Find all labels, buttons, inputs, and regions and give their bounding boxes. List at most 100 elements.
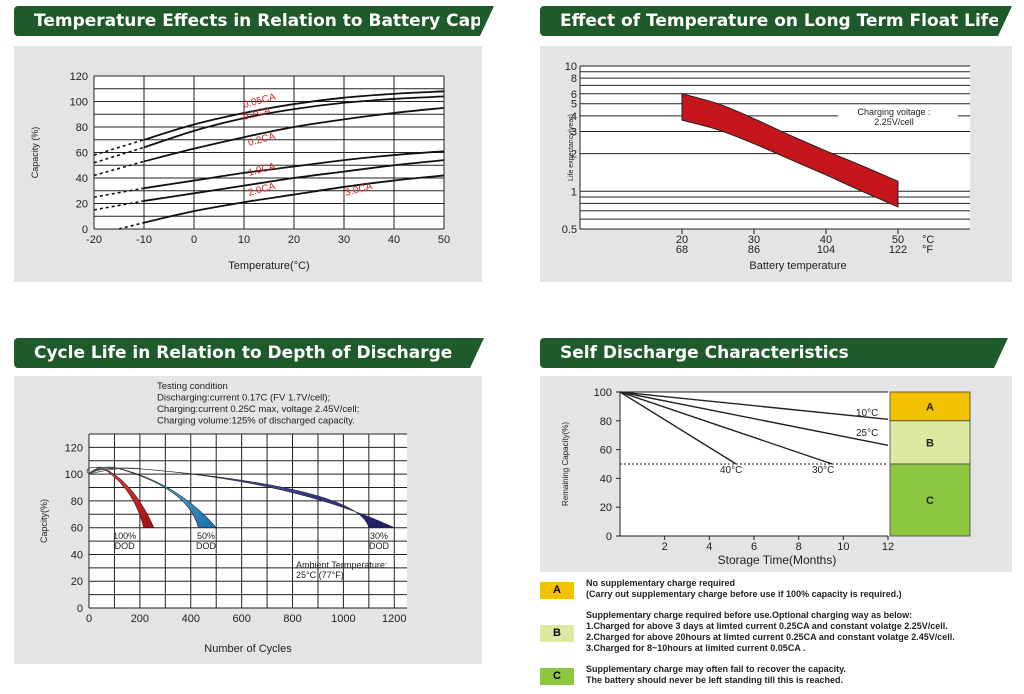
dod-label-unit: DOD xyxy=(196,541,217,551)
y-tick-label: 80 xyxy=(71,496,83,508)
testing-condition-line: Testing condition xyxy=(157,381,228,392)
x-tick-label: 40 xyxy=(388,234,400,246)
dod-label-value: 30% xyxy=(370,531,388,541)
cycle-curve-rise xyxy=(86,466,102,475)
y-axis-label: Capcity(%) xyxy=(39,499,49,543)
x-tick-label: 600 xyxy=(232,613,250,625)
x-tick-label: 50 xyxy=(438,234,450,246)
y-tick-label: 8 xyxy=(571,73,577,85)
y-tick-label: 2 xyxy=(571,149,577,161)
ambient-temperature-label: Ambient Termperature: xyxy=(296,560,387,570)
legend-text-a: No supplementary charge required (Carry … xyxy=(586,578,902,599)
cycle-life-chart-title-banner: Cycle Life in Relation to Depth of Disch… xyxy=(14,338,484,368)
x-tick-label-celsius: 30 xyxy=(748,234,760,246)
dod-label-value: 50% xyxy=(197,531,215,541)
x-tick-label: 200 xyxy=(131,613,149,625)
unit-fahrenheit: °F xyxy=(922,244,933,256)
legend-key-c: C xyxy=(540,668,574,685)
cycle-curve-rise xyxy=(88,467,140,475)
self-discharge-line-25°C xyxy=(619,391,889,446)
y-tick-label: 0 xyxy=(606,531,612,543)
x-tick-label: 6 xyxy=(751,541,757,553)
y-tick-label: 100 xyxy=(594,387,612,399)
capacity-curve-0.05CA xyxy=(143,90,445,141)
x-tick-label: 0 xyxy=(191,234,197,246)
x-tick-label: 20 xyxy=(288,234,300,246)
y-tick-label: 0 xyxy=(77,603,83,615)
x-tick-label: 0 xyxy=(86,613,92,625)
self-discharge-line-40°C xyxy=(619,391,737,465)
capacity-curve-extrapolated xyxy=(93,187,145,198)
y-tick-label: 20 xyxy=(600,502,612,514)
self-discharge-line-30°C xyxy=(619,391,833,465)
cycle-life-chart: 0 200 400 600 800 1000 1200 0 20 40 60 80 100 120 Numb… xyxy=(39,381,407,655)
capacity-chart-title: Temperature Effects in Relation to Batte… xyxy=(34,11,529,31)
y-tick-label: 120 xyxy=(65,442,83,454)
y-tick-label: 20 xyxy=(71,576,83,588)
float-life-chart-title: Effect of Temperature on Long Term Float… xyxy=(560,11,1000,31)
y-tick-label: 0.5 xyxy=(562,224,577,236)
zone-label-a: A xyxy=(926,401,934,413)
y-tick-label: 60 xyxy=(600,445,612,457)
x-tick-label: 10 xyxy=(238,234,250,246)
capacity-chart-title-banner: Temperature Effects in Relation to Batte… xyxy=(14,6,529,36)
temperature-label: 10°C xyxy=(856,408,878,419)
y-axis-label: Remaining Capacity(%) xyxy=(561,422,570,506)
zone-a xyxy=(889,391,971,422)
self-discharge-chart-title-banner: Self Discharge Characteristics xyxy=(540,338,1008,368)
legend-text-b: Supplementary charge required before use… xyxy=(586,610,955,653)
y-tick-label: 5 xyxy=(571,99,577,111)
float-life-chart: 0.5123456810206830864010450122°C°FBatter… xyxy=(562,61,970,272)
x-axis-label: Number of Cycles xyxy=(204,643,292,655)
capacity-curve-3.0CA xyxy=(143,174,445,224)
dod-label-unit: DOD xyxy=(369,541,390,551)
legend-text-c: Supplementary charge may often fail to r… xyxy=(586,664,846,685)
zone-label-b: B xyxy=(926,437,934,449)
y-tick-label: 80 xyxy=(600,416,612,428)
y-tick-label: 80 xyxy=(76,122,88,134)
ambient-temperature-value: 25°C (77°F) xyxy=(296,570,344,580)
cycle-area-50% DOD xyxy=(114,467,217,528)
zone-c xyxy=(889,463,971,537)
y-tick-label: 20 xyxy=(76,199,88,211)
x-tick-label: 8 xyxy=(796,541,802,553)
x-tick-label: 800 xyxy=(283,613,301,625)
legend-item-c: C Supplementary charge may often fail to… xyxy=(540,664,1010,690)
x-tick-label-celsius: 20 xyxy=(676,234,688,246)
y-tick-label: 120 xyxy=(70,71,88,83)
cycle-area-30% DOD xyxy=(139,468,395,528)
dod-label-value: 100% xyxy=(113,531,136,541)
capacity-curve-extrapolated xyxy=(93,146,145,164)
capacity-curve-1.0CA xyxy=(143,150,445,190)
capacity-curve-extrapolated xyxy=(93,138,145,156)
y-tick-label: 3 xyxy=(571,127,577,139)
capacity-curve-extrapolated xyxy=(93,160,145,177)
y-tick-label: 40 xyxy=(600,473,612,485)
y-axis-label: Life expectancy(year) xyxy=(568,114,575,181)
legend-item-a: A No supplementary charge required (Carr… xyxy=(540,578,1010,604)
charging-voltage-note: Charging voltage : xyxy=(857,107,930,117)
x-tick-label-celsius: 50 xyxy=(892,234,904,246)
temperature-label: 25°C xyxy=(856,428,878,439)
y-tick-label: 10 xyxy=(565,61,577,73)
capacity-curve-2.0CA xyxy=(143,159,445,202)
cycle-area-100% DOD xyxy=(101,467,155,528)
self-discharge-line-10°C xyxy=(619,391,889,421)
y-tick-label: 100 xyxy=(65,469,83,481)
self-discharge-chart: 0 20 40 60 80 100 2 4 6 8 10 12 Storage Time(Months)… xyxy=(561,387,971,567)
y-tick-label: 1 xyxy=(571,186,577,198)
float-life-chart-title-banner: Effect of Temperature on Long Term Float… xyxy=(540,6,1012,36)
x-tick-label: -20 xyxy=(86,234,102,246)
y-tick-label: 60 xyxy=(76,148,88,160)
x-tick-label-fahrenheit: 104 xyxy=(817,244,835,256)
y-tick-label: 100 xyxy=(70,97,88,109)
cycle-life-chart-title: Cycle Life in Relation to Depth of Disch… xyxy=(34,343,453,363)
y-tick-label: 40 xyxy=(71,549,83,561)
temperature-label: 40°C xyxy=(720,465,742,476)
legend-item-b: B Supplementary charge required before u… xyxy=(540,610,1010,658)
capacity-curve-0.1CA xyxy=(143,95,445,149)
y-tick-label: 4 xyxy=(571,111,577,123)
x-axis-label: Temperature(°C) xyxy=(228,260,309,272)
capacity-chart: -20 -10 0 10 20 30 40 50 0 20 40 60 80 100 120 Temperat… xyxy=(30,71,450,272)
testing-condition-line: Discharging:current 0.17C (FV 1.7V/cell)… xyxy=(157,393,330,404)
